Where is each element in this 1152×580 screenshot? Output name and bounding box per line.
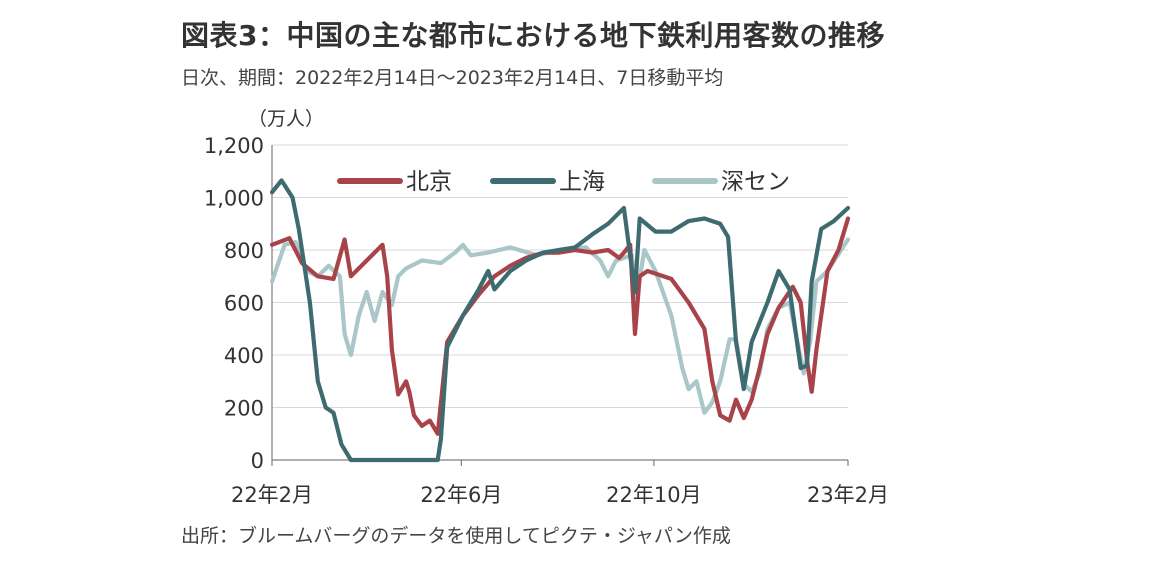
y-tick-label: 400 — [224, 344, 264, 368]
legend-entry-shenzhen-label: 深セン — [721, 169, 790, 195]
x-tick-label: 22年2月 — [231, 483, 313, 507]
y-axis-unit-label: （万人） — [248, 108, 324, 130]
y-tick-labels: 0 200 400 600 800 1,000 1,200 — [204, 134, 264, 473]
series-lines — [269, 178, 851, 463]
chart-title: 図表3：中国の主な都市における地下鉄利用客数の推移 — [181, 19, 885, 52]
legend-entry-beijing-label: 北京 — [406, 169, 452, 195]
grid-lines — [272, 144, 848, 408]
y-tick-label: 800 — [224, 239, 264, 263]
series-line-1 — [269, 178, 851, 463]
x-tick-label: 22年10月 — [606, 483, 701, 507]
x-tick-label: 22年6月 — [420, 483, 502, 507]
legend-entry-shanghai-label: 上海 — [559, 169, 605, 195]
y-tick-label: 600 — [224, 292, 264, 316]
y-tick-label: 0 — [251, 449, 264, 473]
x-tick-labels: 22年2月 22年6月 22年10月 23年2月 — [231, 483, 889, 507]
series-line-0 — [269, 216, 851, 436]
y-tick-label: 200 — [224, 397, 264, 421]
legend: 北京 上海 深セン — [337, 169, 790, 195]
chart-subtitle: 日次、期間：2022年2月14日～2023年2月14日、7日移動平均 — [181, 67, 724, 89]
y-tick-label: 1,200 — [204, 134, 264, 158]
source-note: 出所：ブルームバーグのデータを使用してピクテ・ジャパン作成 — [181, 525, 731, 547]
x-tick-label: 23年2月 — [807, 483, 889, 507]
series-line-2 — [269, 237, 851, 415]
y-tick-label: 1,000 — [204, 187, 264, 211]
